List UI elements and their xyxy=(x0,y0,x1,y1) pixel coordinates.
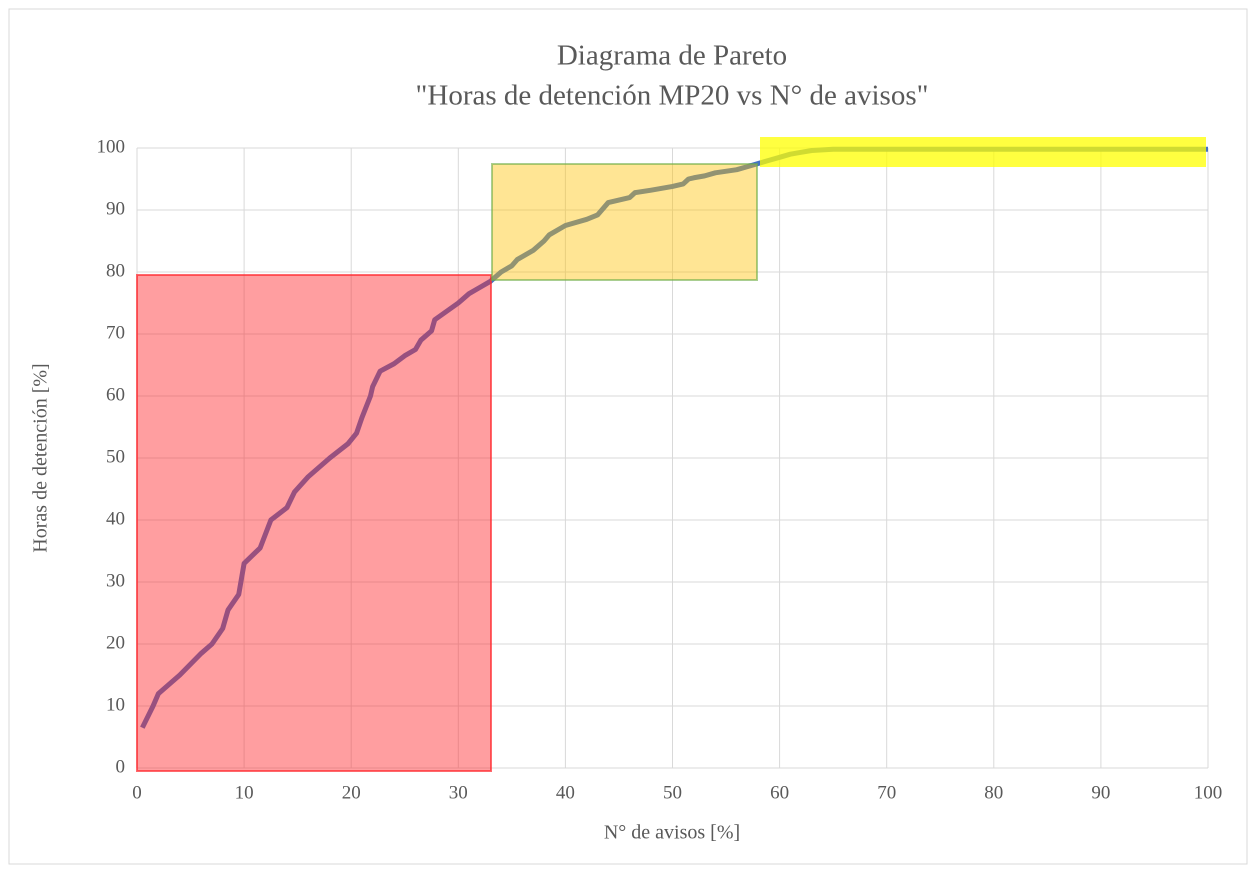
x-tick-label: 50 xyxy=(663,782,682,803)
highlight-orange xyxy=(491,163,758,281)
x-tick-label: 90 xyxy=(1091,782,1110,803)
plot xyxy=(140,146,1208,729)
y-tick-label: 100 xyxy=(97,136,126,157)
x-tick-label: 60 xyxy=(770,782,789,803)
y-tick-label: 80 xyxy=(106,260,125,281)
x-axis-title: N° de avisos [%] xyxy=(604,822,740,844)
x-tick-label: 0 xyxy=(132,782,142,803)
y-tick-label: 50 xyxy=(106,446,125,467)
x-tick-label: 30 xyxy=(449,782,468,803)
x-tick-label: 20 xyxy=(342,782,361,803)
highlight-yellow xyxy=(760,137,1206,167)
x-tick-label: 100 xyxy=(1194,782,1223,803)
x-tick-label: 40 xyxy=(556,782,575,803)
y-axis-title: Horas de detención [%] xyxy=(30,363,52,552)
y-tick-label: 60 xyxy=(106,384,125,405)
y-tick-label: 10 xyxy=(106,694,125,715)
y-tick-label: 30 xyxy=(106,570,125,591)
y-tick-label: 40 xyxy=(106,508,125,529)
x-tick-label: 70 xyxy=(877,782,896,803)
x-tick-label: 80 xyxy=(984,782,1003,803)
data-line xyxy=(140,146,1208,729)
chart-subtitle: "Horas de detención MP20 vs N° de avisos… xyxy=(416,80,929,112)
y-tick-label: 20 xyxy=(106,632,125,653)
y-tick-label: 0 xyxy=(116,756,126,777)
x-tick-label: 10 xyxy=(235,782,254,803)
y-tick-label: 70 xyxy=(106,322,125,343)
highlight-red xyxy=(136,274,492,772)
chart-title: Diagrama de Pareto xyxy=(557,40,787,72)
y-tick-label: 90 xyxy=(106,198,125,219)
